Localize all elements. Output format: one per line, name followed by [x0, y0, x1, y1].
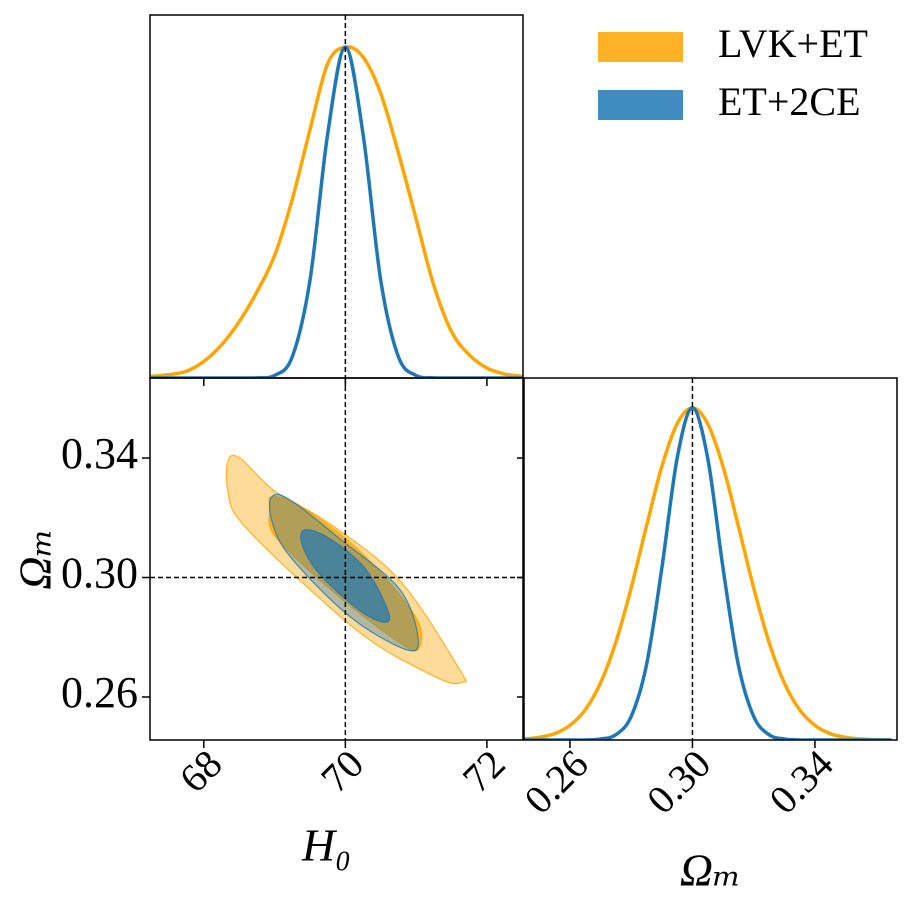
x-axis-label: H₀ — [301, 820, 351, 871]
density-line — [150, 45, 523, 378]
x-tick-label: 72 — [454, 741, 514, 801]
y-tick-label: 0.34 — [61, 429, 138, 478]
density-line — [524, 406, 892, 740]
density-line — [150, 45, 523, 378]
legend-label: ET+2CE — [718, 79, 861, 124]
legend-label: LVK+ET — [718, 21, 868, 66]
panel: 0.26 0.30 0.34 Ωₘ — [515, 377, 898, 896]
legend-swatch — [598, 32, 683, 62]
y-tick-label: 0.26 — [61, 668, 138, 717]
density-line — [524, 406, 892, 740]
frame — [523, 377, 898, 741]
panel: 68 70 72 0.26 0.30 0.34 H₀ Ωₘ — [10, 377, 524, 871]
contour — [300, 528, 391, 623]
legend-swatch — [598, 90, 683, 120]
y-axis-label: Ωₘ — [10, 528, 61, 589]
frame — [149, 377, 524, 741]
plot-area — [150, 15, 523, 378]
x-tick-label: 68 — [171, 741, 231, 801]
plot-area — [150, 378, 523, 740]
plot-area — [524, 378, 892, 740]
x-tick-label: 0.34 — [760, 741, 841, 822]
panel — [149, 14, 524, 386]
x-tick-label: 0.30 — [638, 741, 719, 822]
x-tick-label: 0.26 — [515, 741, 596, 822]
y-tick-label: 0.30 — [61, 549, 138, 598]
x-tick-label: 70 — [312, 741, 372, 801]
legend: LVK+ET ET+2CE — [598, 21, 868, 124]
x-axis-label: Ωₘ — [680, 845, 741, 896]
